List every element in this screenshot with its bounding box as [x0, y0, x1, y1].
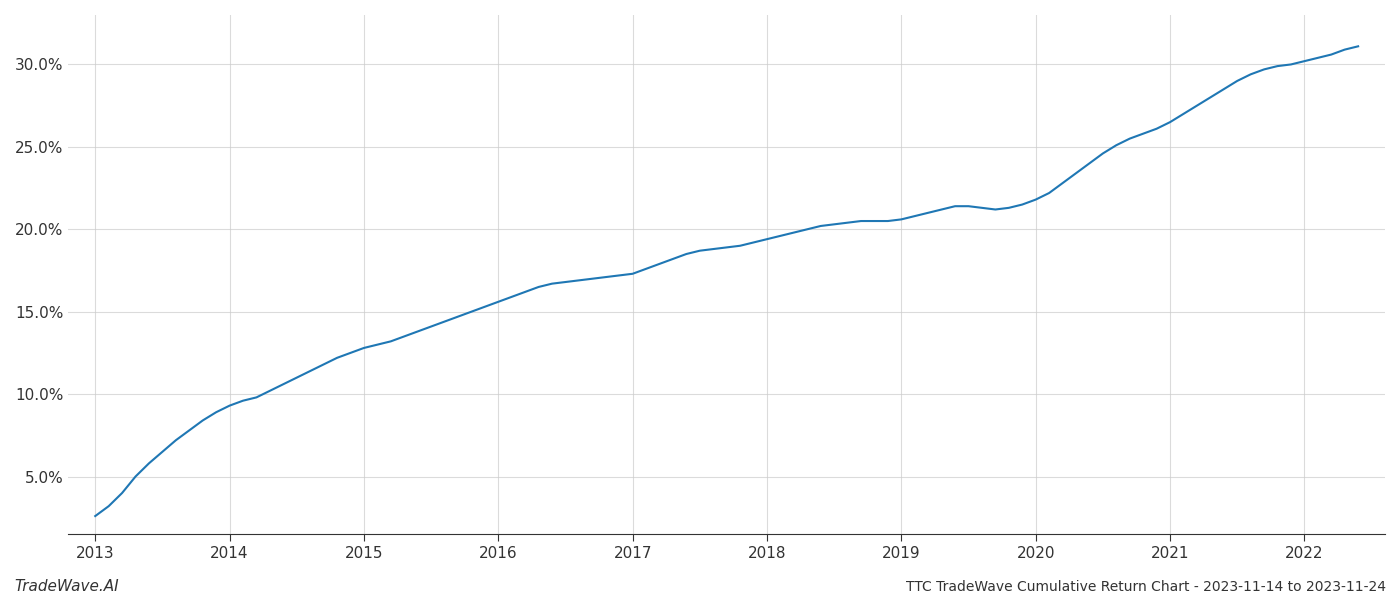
Text: TTC TradeWave Cumulative Return Chart - 2023-11-14 to 2023-11-24: TTC TradeWave Cumulative Return Chart - … — [906, 580, 1386, 594]
Text: TradeWave.AI: TradeWave.AI — [14, 579, 119, 594]
